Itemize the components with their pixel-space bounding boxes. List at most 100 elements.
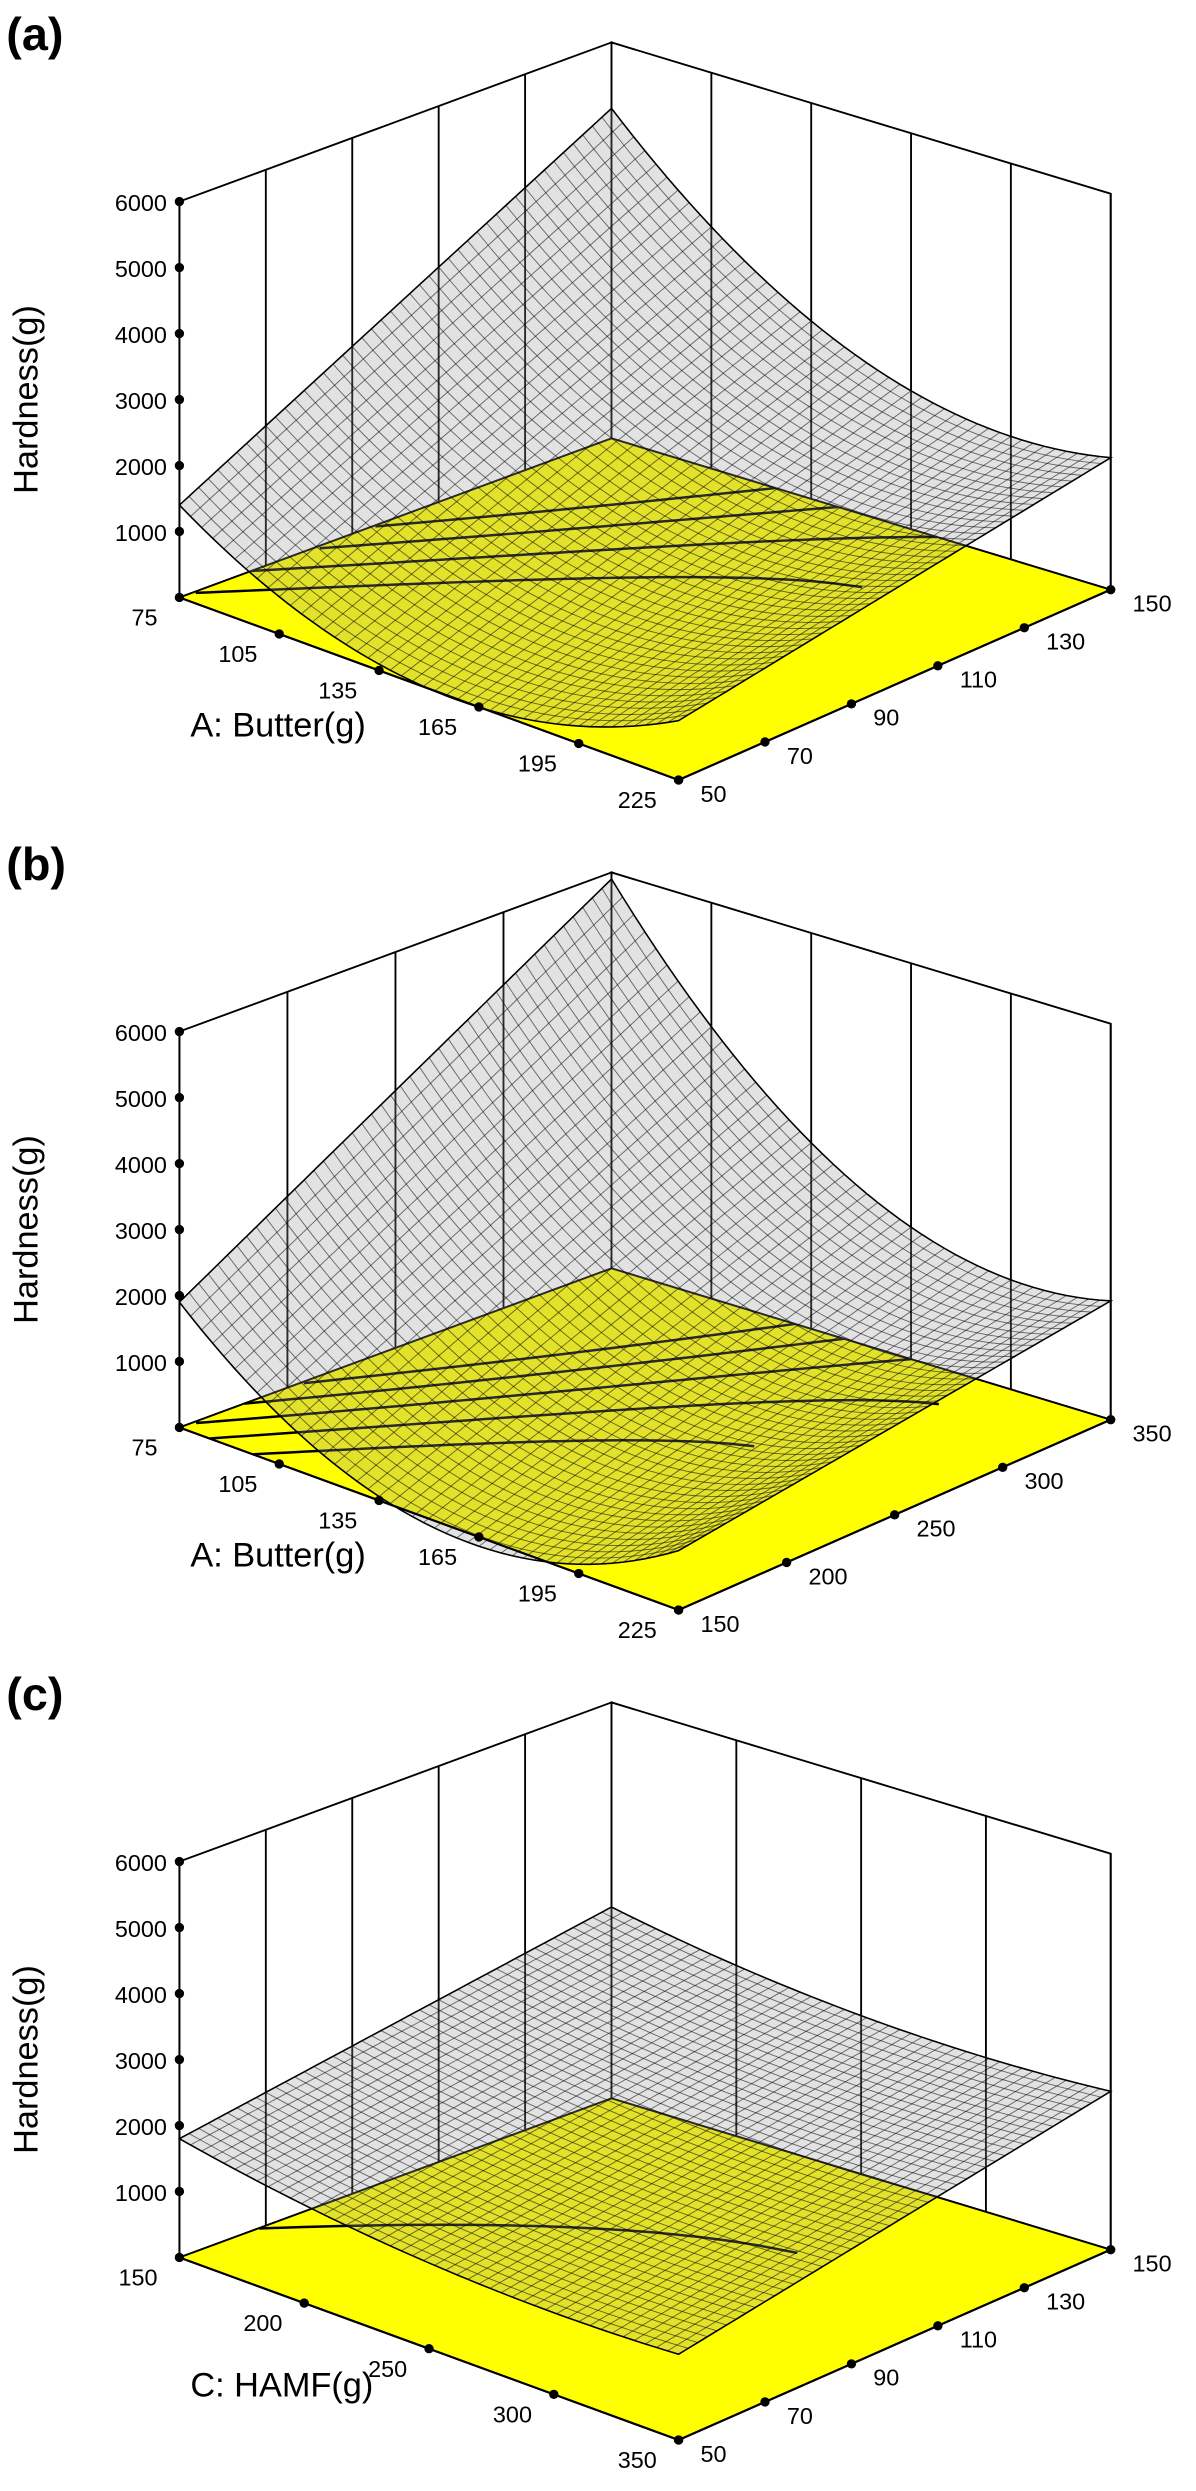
x-tick-label: 135 (318, 1508, 357, 1534)
x-tick-mark (424, 2344, 434, 2354)
mesh-line (622, 1292, 1056, 1563)
contour-line (195, 575, 863, 595)
mesh-line (223, 163, 657, 550)
mesh-line (361, 1123, 862, 1450)
z-tick-mark (174, 460, 185, 471)
mesh-line (371, 1113, 871, 1444)
z-tick-label: 6000 (115, 190, 167, 216)
x-axis-line (179, 1426, 679, 1612)
y-tick-label: 90 (873, 705, 899, 731)
mesh-line (534, 2051, 967, 2306)
mesh-line (279, 1954, 712, 2193)
mesh-line (495, 991, 996, 1369)
mesh-line (278, 1026, 712, 1416)
mesh-line (495, 213, 996, 529)
mesh-line (534, 178, 1034, 505)
mesh-line (448, 1994, 948, 2192)
mesh-line (582, 906, 1082, 1319)
mesh-line (667, 456, 1100, 723)
y-tick-label: 110 (960, 2327, 997, 2353)
y-tick-label: 350 (1133, 1421, 1172, 1447)
y-tick-label: 130 (1046, 2289, 1085, 2315)
mesh-line (486, 1973, 987, 2168)
z-tick-mark (174, 1290, 185, 1301)
mesh-line (303, 1179, 804, 1485)
mesh-line (351, 1132, 852, 1456)
mesh-line (267, 1011, 701, 1405)
mesh-line (265, 2091, 766, 2303)
y-tick-label: 110 (960, 667, 997, 693)
z-tick-label: 1000 (115, 1350, 167, 1376)
mesh-line (323, 271, 757, 631)
mesh-line (207, 2122, 708, 2338)
mesh-line (179, 1301, 679, 1565)
mesh-line (500, 1241, 934, 1554)
mesh-line (591, 897, 1092, 1313)
mesh-line (188, 2133, 689, 2349)
mesh-line (246, 1236, 746, 1522)
mesh-line (582, 1922, 1083, 2110)
mesh-line (419, 284, 919, 576)
mesh-line (323, 2061, 823, 2268)
mesh-line (265, 1217, 766, 1510)
mesh-line (656, 454, 1089, 725)
mesh-line (500, 2040, 934, 2294)
contour-line (251, 535, 938, 573)
z-tick-label: 5000 (115, 1916, 167, 1942)
mesh-line (456, 377, 890, 701)
mesh-line (198, 1283, 698, 1553)
z-tick-mark (174, 2054, 185, 2065)
z-tick-label: 4000 (115, 1152, 167, 1178)
mesh-line (556, 1270, 989, 1564)
mesh-line (496, 1968, 996, 2162)
x-tick-mark (174, 592, 185, 603)
mesh-line (515, 196, 1015, 517)
y-tick-mark (889, 1510, 900, 1520)
mesh-line (284, 1198, 785, 1498)
y-tick-mark (1019, 623, 1029, 633)
mesh-line (342, 2050, 842, 2256)
mesh-line (457, 1988, 958, 2186)
mesh-line (332, 363, 833, 629)
mesh-line (367, 1131, 801, 1490)
z-tick-mark (174, 2120, 185, 2131)
z-axis-title: Hardness(g) (7, 305, 45, 494)
mesh-line (290, 1040, 723, 1427)
mesh-line (678, 457, 1111, 722)
mesh-line (294, 1189, 794, 1491)
mesh-line (447, 1038, 948, 1397)
y-tick-label: 150 (700, 1611, 739, 1637)
y-tick-mark (933, 2321, 943, 2331)
z-tick-mark (174, 1092, 185, 1103)
mesh-line (409, 2014, 910, 2215)
mesh-line (476, 1978, 977, 2174)
z-tick-mark (174, 1158, 185, 1169)
mesh-line (428, 2004, 929, 2203)
mesh-line (412, 2009, 845, 2257)
mesh-line (246, 443, 746, 684)
panel-group: (a) 1000 2000 3000 4000 5000 6000 Hardness(g) 75… (6, 8, 1171, 813)
mesh-line (190, 896, 623, 1317)
mesh-line (275, 416, 775, 666)
mesh-line (256, 1943, 690, 2182)
mesh-line (567, 432, 1001, 726)
mesh-line (534, 1947, 1035, 2139)
mesh-line (611, 445, 1045, 728)
z-tick-mark (174, 526, 185, 537)
contour-line (209, 1398, 939, 1440)
x-tick-mark (174, 2252, 185, 2263)
mesh-line (611, 1906, 1111, 2092)
panel-label: (a) (6, 8, 63, 60)
mesh-line (351, 346, 852, 617)
surface-mesh (179, 1906, 1111, 2355)
mesh-line (553, 1937, 1054, 2127)
mesh-line (567, 2061, 1001, 2319)
mesh-line (334, 1094, 768, 1465)
y-tick-mark (673, 2435, 684, 2445)
mesh-line (578, 2064, 1012, 2323)
panel-label: (b) (6, 838, 66, 890)
mesh-line (236, 2107, 737, 2320)
mesh-line (275, 2086, 775, 2297)
mesh-line (380, 319, 881, 599)
x-tick-label: 225 (618, 787, 657, 813)
